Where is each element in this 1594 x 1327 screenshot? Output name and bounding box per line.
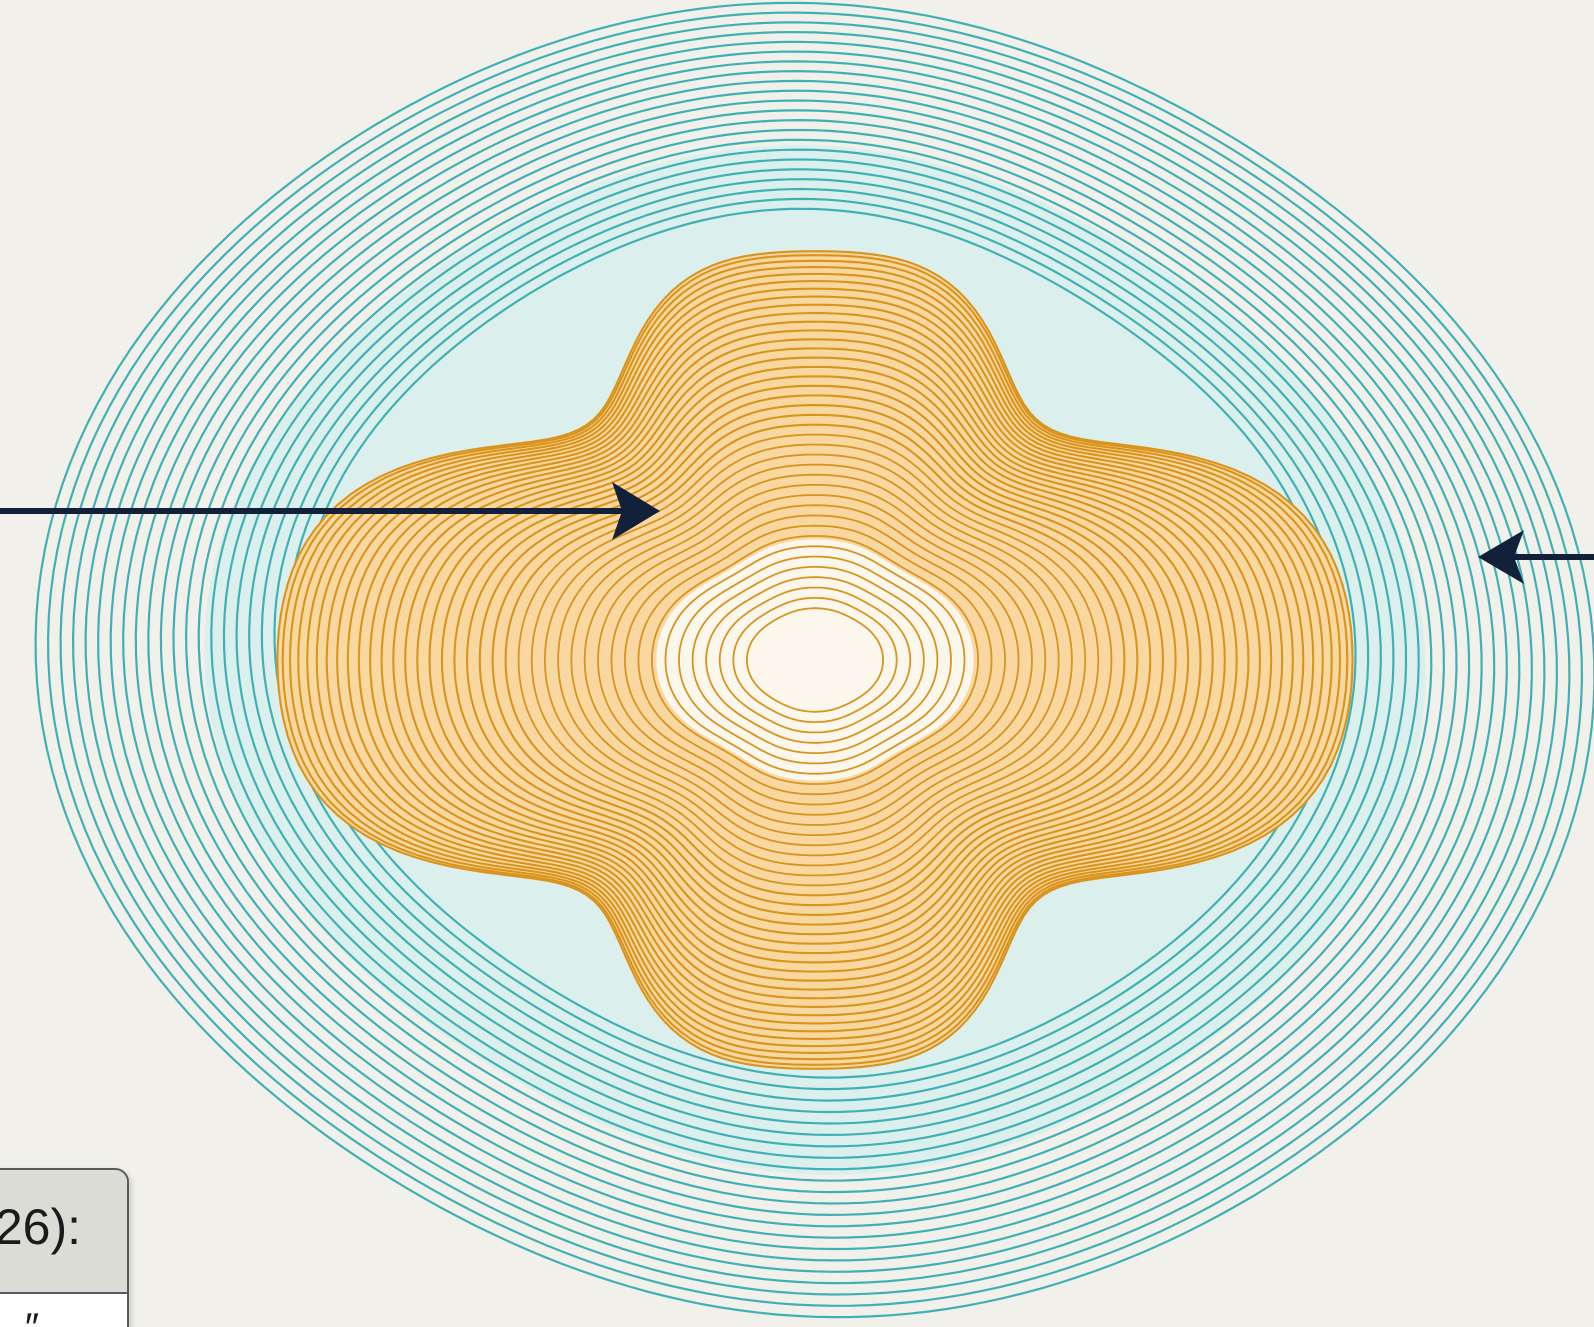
inner-contour-ring xyxy=(691,566,939,754)
info-panel: 26): ″ xyxy=(0,1168,129,1327)
inner-contour-ring xyxy=(276,250,1354,1070)
outer-contour-rings xyxy=(34,1,1594,1319)
inner-contour-ring xyxy=(597,494,1033,826)
inner-contour-ring xyxy=(281,254,1349,1066)
info-panel-title: 26): xyxy=(0,1199,81,1255)
outer-contour-ring xyxy=(184,118,1446,1182)
right-arrow-head xyxy=(1478,530,1524,584)
inner-contour-ring xyxy=(530,443,1100,877)
inner-contour-ring xyxy=(678,555,952,765)
inner-contour-ring xyxy=(453,384,1177,936)
inner-contour-ring xyxy=(404,347,1226,973)
info-panel-body: ″ xyxy=(25,1306,39,1327)
inner-contour-ring xyxy=(346,303,1284,1017)
outer-contour-ring xyxy=(147,89,1483,1217)
outer-contour-ring xyxy=(97,50,1533,1262)
inner-contour-ring xyxy=(637,524,993,796)
inner-contour-ring xyxy=(440,375,1190,945)
inner-contour-ring xyxy=(517,433,1113,887)
outer-contour-ring xyxy=(71,30,1559,1285)
inner-contour-ring xyxy=(583,484,1047,836)
inner-contour-ring xyxy=(623,514,1007,806)
outer-contour-ring xyxy=(172,109,1458,1194)
outer-contour-ring xyxy=(248,168,1382,1125)
inner-contour-ring xyxy=(650,535,980,785)
outer-contour-ring xyxy=(210,138,1420,1159)
outer-contour-ring xyxy=(134,79,1496,1228)
inner-contour-ring xyxy=(369,320,1261,1000)
inner-contour-ring xyxy=(357,312,1273,1008)
outer-contour-ring xyxy=(84,40,1546,1273)
inner-contour-rings xyxy=(276,250,1354,1070)
inner-contour-ring xyxy=(306,272,1324,1048)
outer-contour-ring xyxy=(222,148,1408,1148)
outer-contour-ring xyxy=(260,178,1370,1114)
inner-contour-ring xyxy=(664,545,966,775)
inner-contour-ring xyxy=(315,280,1315,1040)
inner-contour-ring xyxy=(745,607,885,713)
inner-contour-ring xyxy=(491,413,1139,907)
inner-contour-ring xyxy=(570,473,1060,847)
outer-contour-ring xyxy=(34,1,1594,1319)
inner-contour-ring xyxy=(732,597,898,723)
inner-contour-ring xyxy=(336,295,1294,1025)
left-arrow-head xyxy=(612,482,660,540)
inner-contour-ring xyxy=(543,453,1087,867)
outer-contour-ring xyxy=(235,158,1395,1137)
arrow-layer xyxy=(0,482,1594,584)
inner-contour-ring xyxy=(428,365,1202,955)
inner-contour-ring xyxy=(288,259,1342,1061)
inner-contour-ring xyxy=(705,576,925,744)
outer-contour-ring xyxy=(59,21,1571,1296)
inner-contour-ring xyxy=(557,463,1073,857)
outer-contour-ring xyxy=(273,187,1357,1102)
inner-contour-ring xyxy=(718,586,912,734)
inner-contour-ring xyxy=(416,356,1214,964)
outer-contour-ring xyxy=(46,11,1584,1307)
inner-core-fill xyxy=(656,539,974,781)
info-panel-header: 26): xyxy=(0,1170,127,1294)
inner-contour-ring xyxy=(297,266,1333,1054)
outer-contour-ring xyxy=(109,60,1521,1251)
inner-contour-ring xyxy=(380,329,1250,991)
inner-contour-ring xyxy=(504,423,1126,897)
outer-contour-ring xyxy=(122,69,1508,1239)
inner-contour-ring xyxy=(392,338,1238,982)
outer-contour-ring xyxy=(159,99,1471,1205)
inner-contour-ring xyxy=(465,394,1165,926)
inner-contour-ring xyxy=(610,504,1020,816)
outer-contour-ring xyxy=(197,128,1433,1171)
inner-contour-ring xyxy=(478,404,1152,916)
inner-contour-ring xyxy=(325,287,1305,1033)
